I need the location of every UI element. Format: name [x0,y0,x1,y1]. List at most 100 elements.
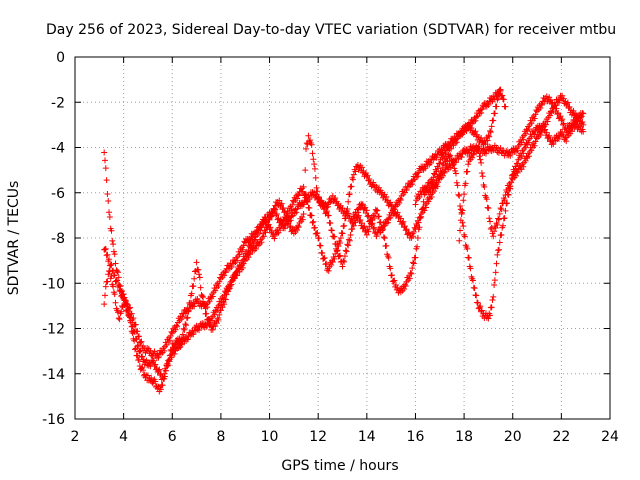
data-point [115,274,122,281]
data-point [455,191,462,198]
data-point [349,225,356,232]
data-point [410,259,417,266]
data-point [350,171,357,178]
data-point [323,209,330,216]
data-point [161,347,168,354]
data-point [179,331,186,338]
data-point [285,210,292,217]
data-point [396,200,403,207]
data-point [301,192,308,199]
data-point [104,278,111,285]
data-point [337,239,344,246]
data-point [397,196,404,203]
data-point [525,126,532,133]
data-point [427,160,434,167]
data-point [500,222,506,229]
data-point [315,194,322,201]
data-points [101,86,587,395]
data-point [197,284,204,291]
data-point [465,161,472,168]
data-point [428,193,435,200]
data-point [580,121,587,128]
data-point [315,235,322,242]
data-point [329,258,336,265]
data-point [525,153,532,160]
data-point [117,287,124,294]
data-point [446,153,453,160]
data-point [397,215,404,222]
data-point [507,183,514,190]
data-point [419,206,426,213]
data-point [114,277,121,284]
data-point [165,357,172,364]
data-point [470,151,477,158]
data-point [108,227,115,234]
data-point [453,179,460,186]
data-point [345,236,352,243]
data-point [350,222,357,229]
data-point [252,232,259,239]
data-point [126,311,133,318]
data-point [152,378,159,385]
data-point [333,248,340,255]
data-point [471,285,478,292]
data-point [223,291,230,298]
data-point [124,306,131,313]
data-point [512,172,519,179]
data-point [402,282,409,289]
data-point [217,307,224,314]
data-point [212,287,219,294]
data-point [188,290,195,297]
data-point [160,375,167,382]
data-point [352,168,359,175]
data-point [106,214,113,221]
data-point [465,254,472,261]
data-point [400,218,407,225]
x-tick-label: 2 [71,429,80,445]
y-tick-label: -6 [51,186,65,202]
chart-title: Day 256 of 2023, Sidereal Day-to-day VTE… [46,22,616,38]
data-point [507,152,514,159]
data-point [139,353,146,360]
data-point [201,303,208,310]
data-point [352,219,359,226]
data-point [101,292,108,299]
data-point [115,315,122,322]
data-point [449,162,456,169]
data-point [234,257,241,264]
data-point [311,165,318,172]
data-point [430,174,437,181]
data-point [494,251,501,258]
data-point [487,129,494,136]
data-point [321,254,328,261]
data-point [388,201,395,208]
data-point [362,204,369,211]
data-point [555,99,562,106]
series-track-1 [101,86,509,395]
data-point [358,202,365,209]
data-point [118,308,125,315]
data-point [190,282,197,289]
data-point [435,165,442,172]
data-point [300,183,307,190]
data-point [490,117,497,124]
data-point [461,129,468,136]
data-point [363,207,370,214]
data-point [334,247,341,254]
data-point [300,211,307,218]
data-point [288,206,295,213]
data-point [450,161,457,168]
data-point [163,341,170,348]
data-point [407,269,414,276]
data-point [528,120,535,127]
data-point [284,214,291,221]
data-point [469,154,476,161]
data-point [477,303,484,310]
data-point [364,213,371,220]
data-point [299,216,306,223]
data-point [162,367,169,374]
data-point [371,215,378,222]
data-point [485,315,492,322]
data-point [131,346,138,353]
data-point [381,235,388,242]
